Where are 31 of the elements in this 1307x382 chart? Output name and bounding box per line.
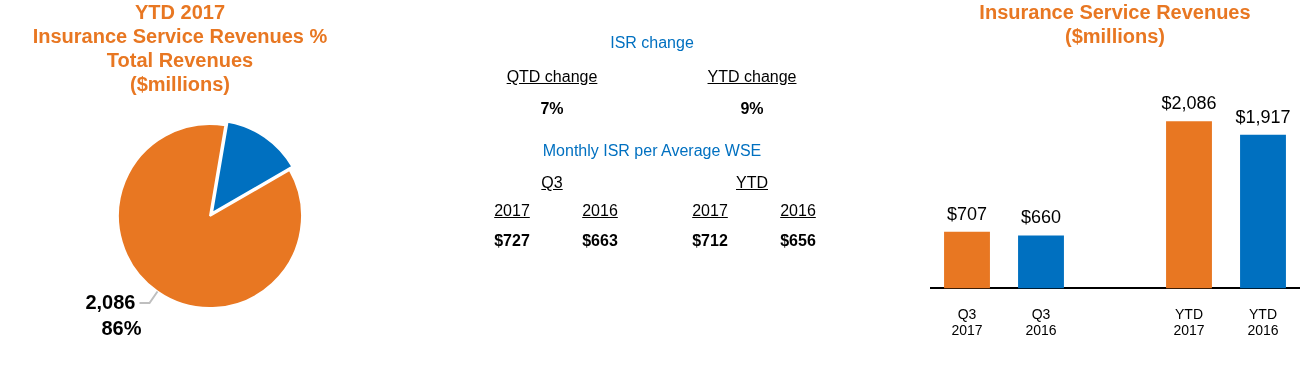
text: $727 bbox=[494, 232, 530, 250]
text: 7% bbox=[540, 100, 564, 118]
x-tick-label: YTD 2017 bbox=[1173, 305, 1205, 339]
bar bbox=[1018, 235, 1064, 289]
text: YTD bbox=[736, 174, 768, 192]
text: $663 bbox=[582, 232, 618, 250]
bar bbox=[1240, 134, 1286, 289]
text: Monthly ISR per Average WSE bbox=[542, 142, 762, 160]
text: YTD change bbox=[707, 68, 797, 86]
data-label: $2,086 bbox=[1161, 93, 1217, 114]
text: 2016 bbox=[582, 202, 618, 220]
data-label: 2,086 86% bbox=[85, 290, 142, 339]
text: 2017 bbox=[494, 202, 530, 220]
text: 2017 bbox=[692, 202, 728, 220]
text: $656 bbox=[780, 232, 816, 250]
x-tick-label: Q3 2017 bbox=[951, 305, 983, 339]
x-tick-label: Q3 2016 bbox=[1025, 305, 1057, 339]
text: 2016 bbox=[780, 202, 816, 220]
data-label: $707 bbox=[946, 203, 988, 224]
data-label: $1,917 bbox=[1235, 106, 1291, 127]
bar bbox=[944, 231, 990, 289]
bar bbox=[1166, 121, 1212, 289]
text: ISR change bbox=[610, 34, 694, 52]
text: QTD change bbox=[506, 68, 598, 86]
text: 9% bbox=[740, 100, 764, 118]
data-label: $660 bbox=[1020, 207, 1062, 228]
text: Q3 bbox=[541, 174, 563, 192]
text: $712 bbox=[692, 232, 728, 250]
chart-title: YTD 2017 Insurance Service Revenues % Total Revenues ($millions) bbox=[31, 0, 329, 96]
chart-title: Insurance Service Revenues ($millions) bbox=[978, 0, 1252, 48]
x-tick-label: YTD 2016 bbox=[1247, 305, 1279, 339]
